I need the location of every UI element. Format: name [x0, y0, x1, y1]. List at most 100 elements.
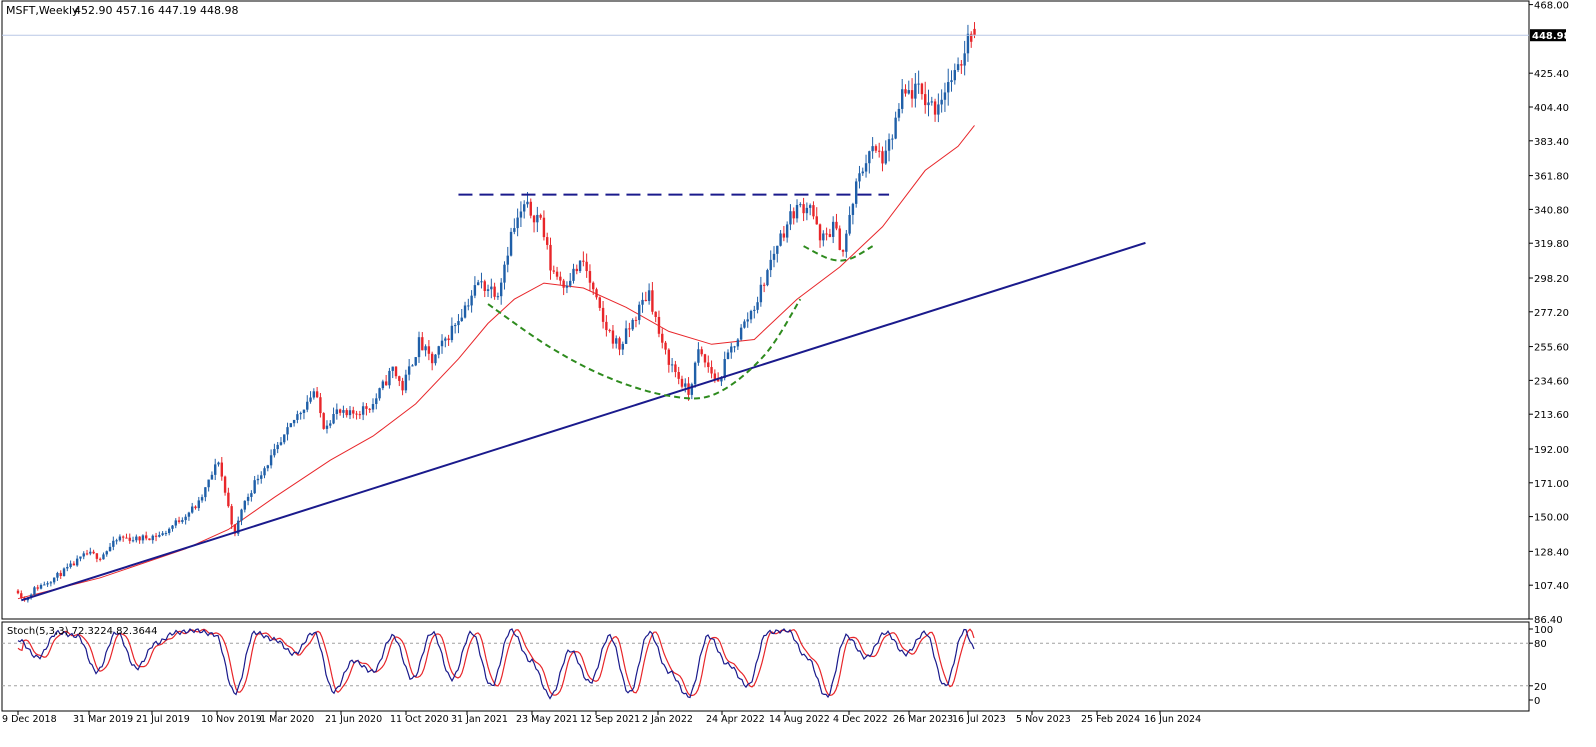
candle-body — [657, 316, 661, 334]
candle-body — [736, 339, 740, 347]
candle-body — [970, 33, 973, 42]
candle-body — [276, 444, 279, 450]
candle-body — [447, 338, 450, 341]
candles-layer — [16, 22, 976, 603]
candle-body — [582, 260, 585, 262]
candle-body — [930, 101, 933, 103]
price-pane[interactable] — [1, 0, 1530, 620]
y-tick-label: 234.60 — [1534, 376, 1569, 387]
y-tick-label: 383.40 — [1534, 137, 1569, 148]
candle-body — [963, 53, 966, 66]
candle-body — [332, 413, 335, 424]
candle-body — [621, 343, 625, 350]
stoch-tick-label: 20 — [1534, 682, 1547, 693]
candle-body — [831, 221, 835, 237]
candle-body — [414, 357, 417, 366]
handle-pattern-curve[interactable] — [803, 245, 874, 262]
candle-body — [256, 478, 260, 481]
candle-body — [920, 83, 924, 95]
y-tick-label: 192.00 — [1534, 445, 1569, 456]
candle-body — [509, 231, 513, 256]
x-tick-label: 16 Jul 2023 — [952, 714, 1006, 725]
candle-body — [391, 366, 394, 371]
candle-body — [851, 203, 855, 215]
candle-body — [184, 516, 187, 521]
candle-body — [569, 280, 572, 286]
candle-body — [943, 92, 947, 100]
candle-body — [947, 82, 950, 93]
candle-body — [802, 204, 805, 214]
candle-body — [638, 304, 641, 321]
candle-body — [463, 305, 467, 318]
candle-body — [227, 492, 230, 507]
candle-body — [828, 234, 832, 237]
candle-body — [927, 102, 930, 106]
candle-body — [670, 364, 674, 366]
candle-body — [924, 94, 927, 106]
candle-body — [808, 205, 812, 208]
candle-body — [269, 455, 273, 466]
candle-body — [473, 285, 477, 296]
candle-body — [361, 406, 365, 415]
candle-body — [460, 317, 463, 322]
x-tick-label: 21 Jul 2019 — [136, 714, 190, 725]
candle-body — [200, 497, 204, 501]
candle-body — [62, 568, 66, 577]
stochastic-pane[interactable] — [1, 621, 1530, 712]
candle-body — [217, 462, 220, 465]
candle-body — [220, 462, 223, 477]
candle-body — [253, 480, 256, 494]
x-tick-label: 5 Nov 2023 — [1016, 714, 1071, 725]
candle-body — [562, 280, 565, 288]
candle-body — [263, 468, 266, 476]
support-trendline[interactable] — [20, 241, 1146, 602]
candle-body — [572, 268, 575, 281]
candle-body — [700, 349, 703, 355]
candle-body — [85, 553, 89, 555]
candle-body — [555, 271, 559, 277]
candle-body — [799, 204, 802, 206]
y-tick-label: 171.00 — [1534, 479, 1569, 490]
y-tick-label: 277.20 — [1534, 308, 1569, 319]
candle-body — [246, 496, 250, 501]
candle-body — [654, 311, 657, 317]
candle-body — [105, 551, 108, 555]
candle-body — [762, 284, 766, 286]
candle-body — [713, 373, 717, 380]
y-tick-label: 255.60 — [1534, 343, 1569, 354]
candle-body — [92, 551, 95, 554]
candle-body — [917, 83, 920, 85]
cup-pattern-curve[interactable] — [487, 298, 802, 400]
candle-body — [651, 290, 654, 312]
stochastic-pane-frame — [1, 621, 1530, 712]
candle-body — [746, 319, 749, 322]
y-tick-label: 404.40 — [1534, 103, 1569, 114]
candle-body — [864, 163, 868, 172]
candle-body — [608, 330, 611, 332]
candle-body — [187, 512, 191, 517]
y-tick-label: 150.00 — [1534, 513, 1569, 524]
candle-body — [789, 211, 792, 225]
candle-body — [72, 563, 76, 566]
ohlc-label: 452.90 457.16 447.19 448.98 — [74, 4, 238, 17]
candle-body — [549, 244, 552, 271]
candle-body — [743, 321, 746, 328]
candle-body — [470, 295, 473, 306]
candle-body — [956, 64, 960, 71]
candle-body — [164, 533, 168, 535]
y-tick-label: 128.40 — [1534, 547, 1569, 558]
candle-body — [953, 70, 956, 81]
candle-body — [177, 520, 181, 522]
candle-body — [785, 224, 789, 238]
candle-body — [273, 449, 276, 456]
candle-body — [434, 354, 437, 364]
candle-body — [973, 28, 976, 36]
candle-body — [260, 475, 263, 479]
candle-body — [329, 423, 332, 426]
candle-body — [677, 372, 680, 379]
candle-body — [66, 567, 69, 569]
candle-body — [585, 261, 588, 272]
candle-body — [338, 409, 342, 413]
candle-body — [358, 414, 362, 416]
candle-body — [884, 150, 887, 164]
